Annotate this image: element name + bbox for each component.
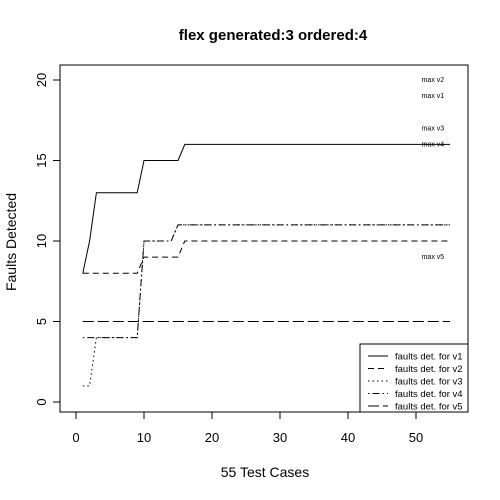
annotation-label: max v5 (422, 254, 445, 261)
legend-label-v5: faults det. for v5 (395, 402, 463, 413)
annotation-label: max v3 (422, 125, 445, 132)
series-layer (82, 143, 450, 387)
x-tick-label: 30 (273, 430, 287, 445)
x-axis: 0 10 20 30 40 50 (72, 411, 423, 445)
annotation-layer: max v2 max v1 max v3 max v4 max v5 (422, 77, 445, 261)
series-line-v4 (82, 224, 450, 339)
y-tick-label: 10 (34, 234, 49, 248)
chart-title: flex generated:3 ordered:4 (179, 27, 368, 44)
series-line-v1 (82, 143, 450, 274)
legend-label-v3: faults det. for v3 (395, 377, 463, 388)
x-tick-label: 50 (409, 430, 423, 445)
legend-label-v2: faults det. for v2 (395, 364, 463, 375)
legend-label-v4: faults det. for v4 (395, 389, 463, 400)
x-tick-label: 20 (205, 430, 219, 445)
annotation-label: max v2 (422, 77, 445, 84)
x-tick-label: 10 (137, 430, 151, 445)
y-tick-label: 0 (34, 398, 49, 405)
y-axis-label: Faults Detected (3, 193, 19, 291)
legend-box (359, 343, 469, 413)
x-axis-label: 55 Test Cases (221, 464, 309, 480)
y-tick-label: 15 (34, 153, 49, 167)
series-line-v2 (82, 240, 450, 274)
x-tick-label: 40 (341, 430, 355, 445)
annotation-label: max v4 (422, 141, 445, 148)
y-axis: 0 5 10 15 20 (34, 73, 61, 406)
y-tick-label: 20 (34, 73, 49, 87)
legend-label-v1: faults det. for v1 (395, 352, 463, 363)
annotation-label: max v1 (422, 93, 445, 100)
y-tick-label: 5 (34, 318, 49, 325)
x-tick-label: 0 (72, 430, 79, 445)
